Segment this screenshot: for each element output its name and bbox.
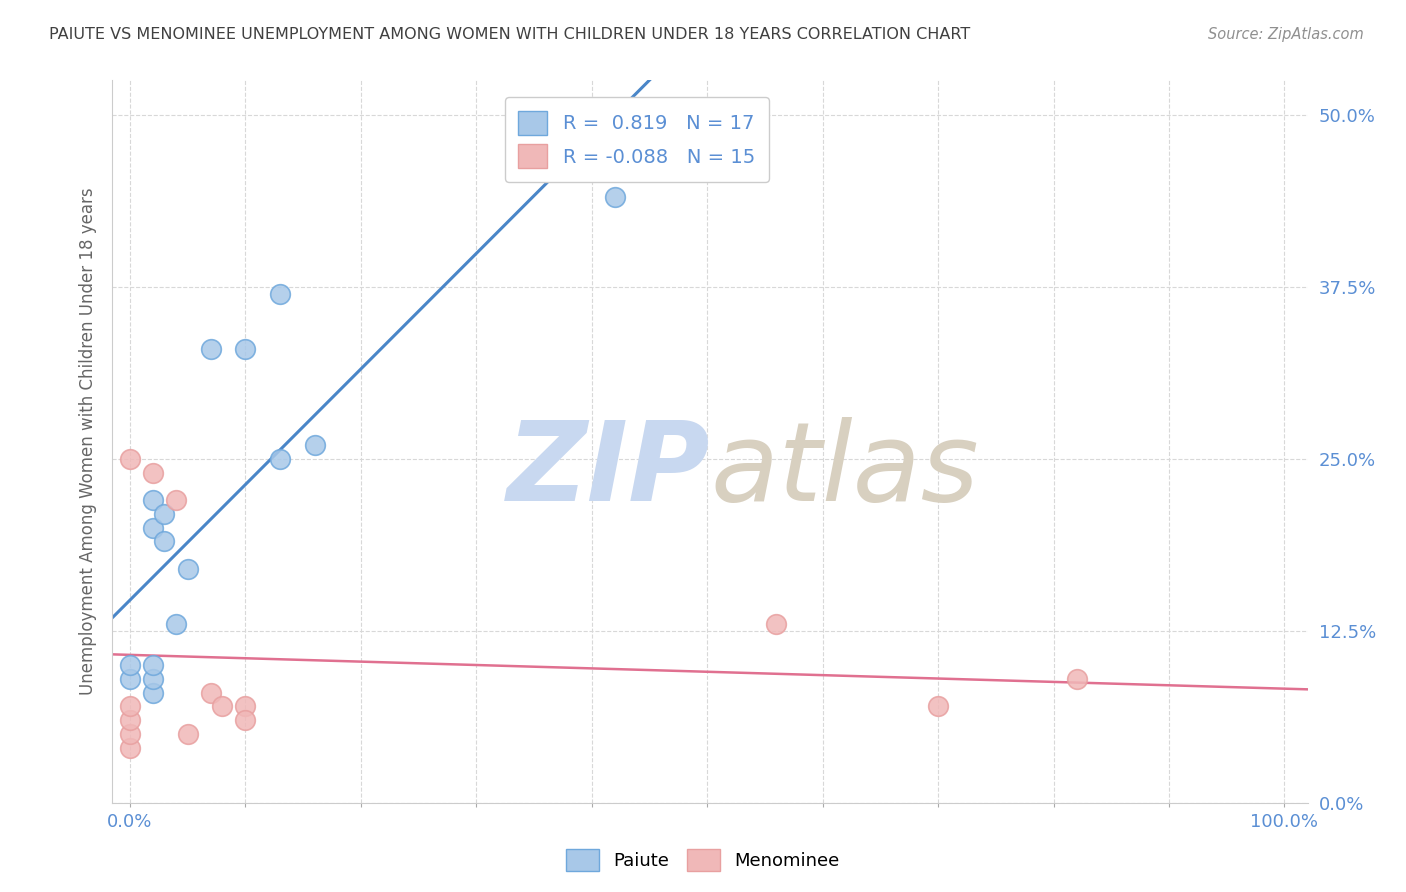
Point: [153, 507, 176, 521]
Point: [118, 713, 141, 727]
Point: [118, 658, 141, 673]
Point: [142, 493, 165, 508]
Point: [200, 342, 222, 356]
Point: [1066, 672, 1088, 686]
Y-axis label: Unemployment Among Women with Children Under 18 years: Unemployment Among Women with Children U…: [79, 187, 97, 696]
Point: [142, 520, 165, 534]
Point: [269, 286, 291, 301]
Point: [211, 699, 233, 714]
Point: [269, 451, 291, 466]
Point: [142, 466, 165, 480]
Legend: R =  0.819   N = 17, R = -0.088   N = 15: R = 0.819 N = 17, R = -0.088 N = 15: [505, 97, 769, 182]
Point: [233, 699, 256, 714]
Point: [233, 713, 256, 727]
Point: [927, 699, 949, 714]
Point: [142, 658, 165, 673]
Text: PAIUTE VS MENOMINEE UNEMPLOYMENT AMONG WOMEN WITH CHILDREN UNDER 18 YEARS CORREL: PAIUTE VS MENOMINEE UNEMPLOYMENT AMONG W…: [49, 27, 970, 42]
Point: [233, 342, 256, 356]
Point: [165, 493, 187, 508]
Point: [153, 534, 176, 549]
Point: [200, 686, 222, 700]
Point: [142, 672, 165, 686]
Text: atlas: atlas: [710, 417, 979, 524]
Point: [118, 672, 141, 686]
Point: [165, 616, 187, 631]
Point: [304, 438, 326, 452]
Point: [118, 727, 141, 741]
Point: [118, 740, 141, 755]
Text: Source: ZipAtlas.com: Source: ZipAtlas.com: [1208, 27, 1364, 42]
Point: [176, 562, 198, 576]
Point: [176, 727, 198, 741]
Point: [118, 699, 141, 714]
Text: ZIP: ZIP: [506, 417, 710, 524]
Point: [118, 451, 141, 466]
Legend: Paiute, Menominee: Paiute, Menominee: [560, 842, 846, 879]
Point: [603, 190, 626, 204]
Point: [142, 686, 165, 700]
Point: [765, 616, 787, 631]
